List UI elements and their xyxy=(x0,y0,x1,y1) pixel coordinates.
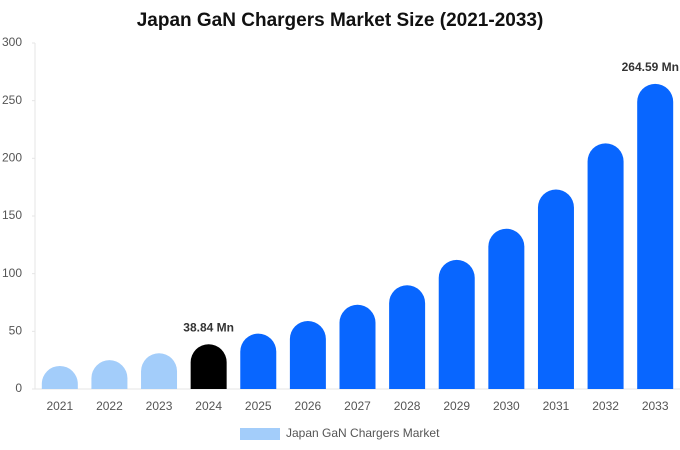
bar xyxy=(537,189,574,389)
x-tick-label: 2022 xyxy=(96,399,123,413)
x-tick-label: 2021 xyxy=(46,399,73,413)
x-tick-label: 2027 xyxy=(344,399,371,413)
y-tick-label: 200 xyxy=(2,151,22,165)
y-tick-label: 300 xyxy=(2,35,22,49)
y-tick-label: 150 xyxy=(2,208,22,222)
x-tick-label: 2029 xyxy=(443,399,470,413)
x-tick-label: 2028 xyxy=(394,399,421,413)
x-tick-label: 2025 xyxy=(245,399,272,413)
y-tick-label: 0 xyxy=(15,381,22,395)
bar xyxy=(637,83,674,389)
bar xyxy=(438,259,475,389)
bar xyxy=(339,304,376,389)
x-tick-label: 2023 xyxy=(146,399,173,413)
bar xyxy=(488,228,525,389)
bar xyxy=(141,353,178,389)
x-tick-label: 2032 xyxy=(592,399,619,413)
bar xyxy=(587,143,624,389)
bar xyxy=(289,320,326,389)
x-tick-label: 2031 xyxy=(543,399,570,413)
x-tick-label: 2024 xyxy=(195,399,222,413)
value-label: 38.84 Mn xyxy=(183,320,234,334)
bar xyxy=(41,365,78,389)
bar xyxy=(190,344,227,389)
x-tick-label: 2033 xyxy=(642,399,669,413)
chart-title: Japan GaN Chargers Market Size (2021-203… xyxy=(137,10,544,31)
legend-swatch xyxy=(240,428,280,440)
y-tick-label: 250 xyxy=(2,93,22,107)
x-tick-label: 2030 xyxy=(493,399,520,413)
bar xyxy=(389,285,426,389)
bar xyxy=(240,333,277,389)
value-label: 264.59 Mn xyxy=(622,60,679,74)
x-tick-label: 2026 xyxy=(295,399,322,413)
bar xyxy=(91,360,128,389)
legend-label: Japan GaN Chargers Market xyxy=(286,426,440,440)
y-tick-label: 100 xyxy=(2,266,22,280)
y-tick-label: 50 xyxy=(9,324,23,338)
